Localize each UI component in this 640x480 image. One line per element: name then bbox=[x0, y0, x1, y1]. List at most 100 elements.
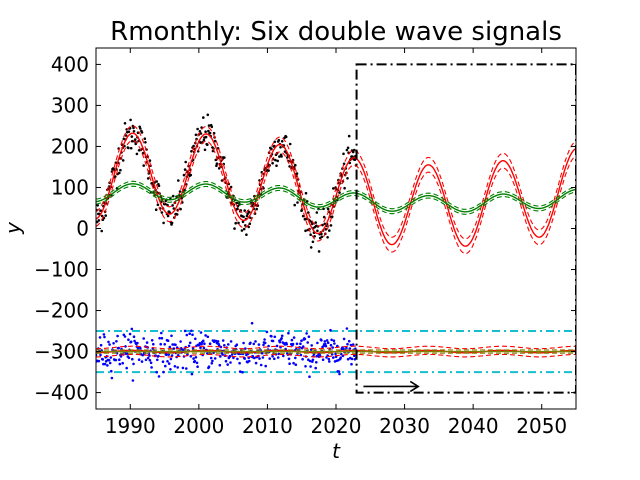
lower-observations-point bbox=[254, 340, 257, 343]
y-tick-label: 100 bbox=[51, 175, 89, 199]
lower-observations-point bbox=[295, 342, 299, 346]
y-tick-label: −300 bbox=[34, 340, 89, 364]
upper-observations-point bbox=[255, 207, 258, 211]
upper-observations-point bbox=[248, 222, 252, 225]
upper-observations-point bbox=[123, 122, 127, 125]
lower-observations-point bbox=[173, 365, 177, 368]
lower-observations-point bbox=[301, 357, 304, 361]
upper-observations-point bbox=[247, 225, 250, 229]
lower-observations-point bbox=[112, 342, 115, 345]
lower-observations-point bbox=[288, 362, 291, 366]
forecast-box bbox=[355, 63, 576, 394]
upper-observations-point bbox=[177, 179, 180, 182]
lower-observations-point bbox=[330, 338, 333, 342]
upper-observations-point bbox=[170, 221, 174, 225]
lower-observations-point bbox=[191, 333, 194, 337]
x-tick-label: 1990 bbox=[105, 414, 156, 438]
upper-observations-point bbox=[202, 138, 206, 142]
lower-observations-point bbox=[206, 335, 210, 339]
lower-observations-point bbox=[324, 342, 327, 346]
upper-observations-point bbox=[124, 134, 128, 137]
lower-observations-point bbox=[290, 338, 294, 342]
lower-observations-point bbox=[224, 359, 228, 363]
lower-observations-point bbox=[254, 361, 258, 365]
lower-observations-point bbox=[150, 366, 153, 369]
lower-observations-point bbox=[339, 356, 343, 360]
upper-observations-point bbox=[324, 228, 328, 231]
lower-trend-olive bbox=[96, 349, 576, 354]
lower-observations-point bbox=[155, 370, 158, 374]
lower-observations-point bbox=[280, 334, 284, 338]
upper-observations-point bbox=[182, 173, 186, 177]
lower-observations-point bbox=[253, 356, 256, 360]
upper-observations-point bbox=[315, 211, 319, 214]
lower-observations-point bbox=[350, 357, 354, 361]
upper-observations-point bbox=[97, 219, 101, 222]
lower-observations-point bbox=[252, 342, 256, 346]
lower-observations-point bbox=[345, 346, 348, 350]
lower-observations-point bbox=[285, 342, 289, 346]
lower-observations-point bbox=[157, 354, 160, 358]
upper-observations-point bbox=[311, 222, 314, 226]
lower-observations-point bbox=[177, 354, 180, 357]
upper-observations-point bbox=[286, 156, 289, 159]
upper-observations-point bbox=[296, 201, 299, 204]
upper-observations-point bbox=[322, 215, 326, 219]
lower-observations-point bbox=[292, 336, 296, 339]
lower-observations-point bbox=[125, 366, 128, 370]
lower-observations-point bbox=[161, 360, 165, 364]
lower-observations-point bbox=[315, 361, 318, 364]
lower-observations-point bbox=[309, 365, 312, 368]
upper-observations-point bbox=[132, 130, 136, 133]
upper-observations-point bbox=[283, 150, 287, 153]
forecast-arrow-head bbox=[409, 380, 420, 393]
x-tick-label: 2030 bbox=[379, 414, 430, 438]
upper-observations-point bbox=[207, 129, 210, 133]
upper-observations-point bbox=[208, 131, 212, 135]
upper-observations-point bbox=[304, 191, 308, 195]
lower-observations-point bbox=[219, 355, 222, 358]
lower-observations-point bbox=[308, 375, 311, 379]
upper-observations-point bbox=[309, 246, 313, 249]
lower-observations-point bbox=[167, 362, 171, 365]
lower-observations-point bbox=[294, 363, 298, 367]
lower-observations-point bbox=[131, 379, 135, 382]
lower-observations-point bbox=[273, 357, 276, 361]
lower-observations-point bbox=[156, 358, 159, 362]
lower-observations-point bbox=[338, 372, 341, 376]
lower-observations-point bbox=[163, 343, 166, 346]
axis-ticks bbox=[96, 48, 576, 409]
lower-observations-point bbox=[98, 336, 102, 339]
upper-observations-point bbox=[330, 215, 334, 218]
upper-observations-point bbox=[203, 148, 207, 152]
upper-observations-point bbox=[130, 135, 134, 138]
lower-observations-point bbox=[160, 336, 164, 340]
upper-observations-point bbox=[206, 113, 210, 117]
lower-observations-point bbox=[115, 340, 118, 343]
upper-observations-point bbox=[210, 125, 214, 129]
upper-observations-point bbox=[131, 139, 134, 143]
upper-observations-point bbox=[148, 159, 152, 162]
upper-trend-green bbox=[96, 180, 576, 215]
lower-observations-point bbox=[107, 340, 110, 344]
upper-observations-point bbox=[129, 118, 132, 122]
plot-area bbox=[96, 63, 576, 394]
upper-observations-point bbox=[249, 216, 252, 220]
upper-observations-point bbox=[248, 210, 251, 214]
lower-observations-point bbox=[157, 375, 161, 378]
upper-observations-point bbox=[133, 138, 137, 141]
lower-observations-point bbox=[159, 342, 162, 346]
lower-observations-point bbox=[241, 370, 244, 374]
upper-trend-green-lower-bound bbox=[96, 185, 576, 215]
lower-observations-point bbox=[238, 361, 241, 365]
upper-observations-point bbox=[114, 175, 117, 178]
lower-observations-point bbox=[235, 343, 239, 347]
x-tick-label: 2010 bbox=[242, 414, 293, 438]
upper-observations-point bbox=[313, 235, 316, 238]
y-axis-label: y bbox=[1, 221, 25, 235]
lower-observations-point bbox=[332, 356, 335, 359]
lower-observations-point bbox=[158, 336, 161, 340]
upper-observations-point bbox=[160, 211, 164, 214]
upper-observations-point bbox=[274, 158, 277, 162]
y-tick-label: −100 bbox=[34, 258, 89, 282]
